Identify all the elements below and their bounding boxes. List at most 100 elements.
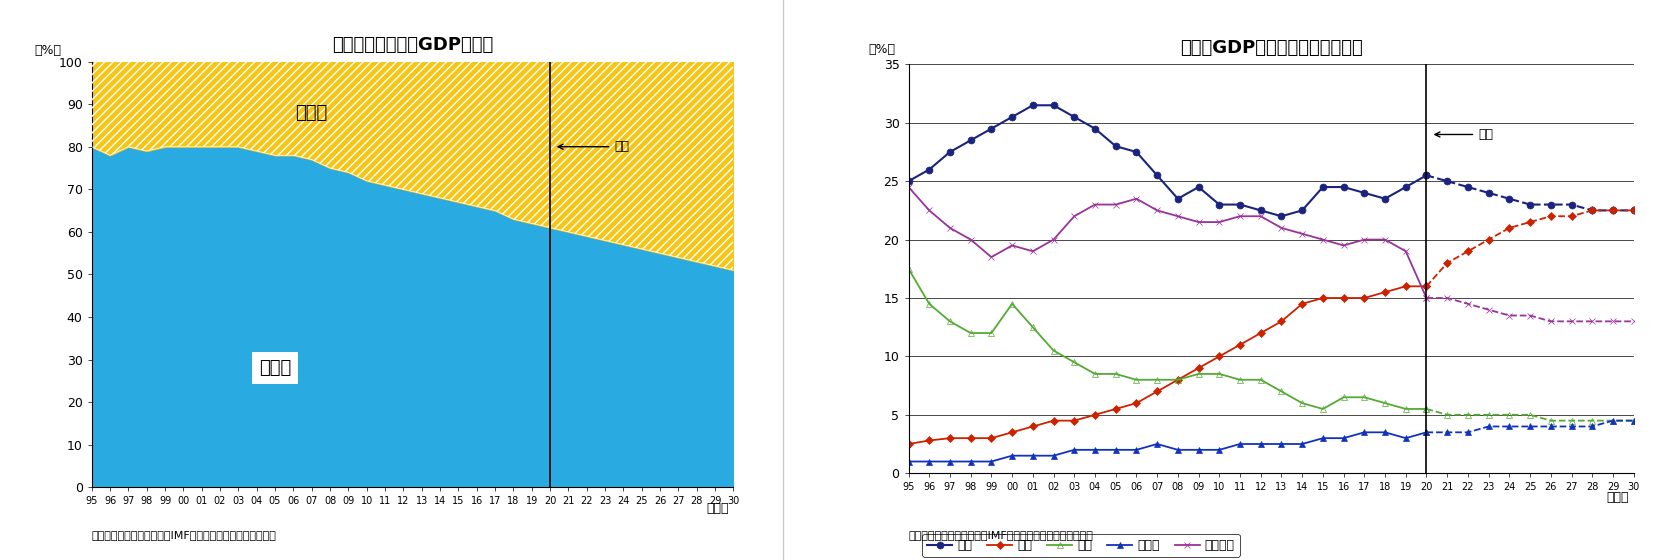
Title: 世界のGDP構成比（国・地域別）: 世界のGDP構成比（国・地域別）: [1180, 39, 1362, 57]
米国: [1127, 148, 1147, 155]
中国: [1334, 295, 1354, 301]
米国: [1064, 114, 1084, 120]
日本: [1169, 376, 1189, 383]
中国: [899, 441, 919, 447]
Text: （注）ドルベース。実績はIMF、予測はニッセイ基礎研究所: （注）ドルベース。実績はIMF、予測はニッセイ基礎研究所: [92, 530, 277, 540]
日本: [1209, 371, 1229, 377]
ユーロ圏: [1002, 242, 1022, 249]
インド: [1085, 446, 1105, 453]
インド: [1375, 429, 1395, 436]
米国: [1085, 125, 1105, 132]
インド: [982, 458, 1002, 465]
日本: [1417, 405, 1437, 412]
日本: [1395, 405, 1415, 412]
インド: [960, 458, 980, 465]
ユーロ圏: [940, 225, 960, 231]
Text: （%）: （%）: [869, 43, 895, 56]
中国: [1375, 289, 1395, 296]
ユーロ圏: [1375, 236, 1395, 243]
日本: [1127, 376, 1147, 383]
インド: [1354, 429, 1374, 436]
インド: [1314, 435, 1334, 441]
インド: [1250, 441, 1270, 447]
日本: [1002, 301, 1022, 307]
ユーロ圏: [1209, 219, 1229, 226]
ユーロ圏: [1272, 225, 1292, 231]
Text: 予測: 予測: [558, 140, 628, 153]
中国: [1272, 318, 1292, 325]
インド: [1395, 435, 1415, 441]
中国: [940, 435, 960, 441]
日本: [1314, 405, 1334, 412]
日本: [1105, 371, 1125, 377]
Text: 新興国: 新興国: [295, 104, 328, 122]
中国: [960, 435, 980, 441]
米国: [1024, 102, 1044, 109]
米国: [899, 178, 919, 185]
Text: 予測: 予測: [1435, 128, 1494, 141]
米国: [1250, 207, 1270, 214]
Text: 先進国: 先進国: [258, 359, 292, 377]
Line: インド: インド: [905, 430, 1429, 464]
ユーロ圏: [1230, 213, 1250, 220]
Legend: 米国, 中国, 日本, インド, ユーロ圏: 米国, 中国, 日本, インド, ユーロ圏: [922, 534, 1240, 557]
ユーロ圏: [1395, 248, 1415, 255]
日本: [960, 330, 980, 337]
日本: [1292, 400, 1312, 407]
Text: （年）: （年）: [707, 502, 728, 515]
ユーロ圏: [1085, 201, 1105, 208]
インド: [1127, 446, 1147, 453]
ユーロ圏: [1024, 248, 1044, 255]
米国: [1169, 195, 1189, 202]
米国: [1147, 172, 1167, 179]
Line: 日本: 日本: [905, 266, 1429, 412]
米国: [1189, 184, 1209, 190]
Text: （注）ドルベース。実績はIMF、予測はニッセイ基礎研究所: （注）ドルベース。実績はIMF、予測はニッセイ基礎研究所: [909, 530, 1094, 540]
Line: ユーロ圏: ユーロ圏: [905, 184, 1430, 301]
インド: [1189, 446, 1209, 453]
米国: [1354, 189, 1374, 196]
日本: [1085, 371, 1105, 377]
インド: [919, 458, 939, 465]
日本: [919, 301, 939, 307]
中国: [1105, 405, 1125, 412]
日本: [1375, 400, 1395, 407]
日本: [1272, 388, 1292, 395]
日本: [1334, 394, 1354, 400]
日本: [1147, 376, 1167, 383]
インド: [1044, 452, 1064, 459]
中国: [1064, 417, 1084, 424]
米国: [982, 125, 1002, 132]
米国: [1209, 201, 1229, 208]
インド: [1002, 452, 1022, 459]
ユーロ圏: [960, 236, 980, 243]
米国: [1334, 184, 1354, 190]
インド: [940, 458, 960, 465]
中国: [1189, 365, 1209, 371]
中国: [1085, 412, 1105, 418]
インド: [1105, 446, 1125, 453]
中国: [1044, 417, 1064, 424]
日本: [899, 265, 919, 272]
日本: [940, 318, 960, 325]
中国: [1314, 295, 1334, 301]
中国: [1024, 423, 1044, 430]
日本: [1189, 371, 1209, 377]
日本: [1354, 394, 1374, 400]
米国: [1002, 114, 1022, 120]
米国: [1272, 213, 1292, 220]
ユーロ圏: [1334, 242, 1354, 249]
中国: [1127, 400, 1147, 407]
インド: [1417, 429, 1437, 436]
米国: [1395, 184, 1415, 190]
ユーロ圏: [1044, 236, 1064, 243]
米国: [1292, 207, 1312, 214]
米国: [1230, 201, 1250, 208]
日本: [1250, 376, 1270, 383]
ユーロ圏: [1314, 236, 1334, 243]
米国: [919, 166, 939, 173]
日本: [982, 330, 1002, 337]
Text: （年）: （年）: [1607, 491, 1629, 504]
インド: [1230, 441, 1250, 447]
ユーロ圏: [919, 207, 939, 214]
